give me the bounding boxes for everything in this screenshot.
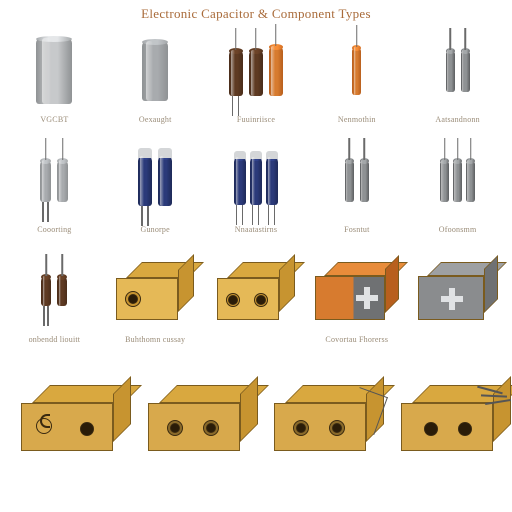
- component-cell: Buhthomn cussay: [107, 246, 204, 354]
- component-cell: VGCBT: [6, 26, 103, 134]
- component-label: Fosntut: [344, 226, 369, 244]
- box-cell: [133, 362, 254, 457]
- component-label: Oexaught: [139, 116, 172, 134]
- component-label: VGCBT: [40, 116, 68, 134]
- component-label: Fuuinriisce: [237, 116, 275, 134]
- component-label: Aatsandnonn: [435, 116, 479, 134]
- box-cell: [386, 362, 507, 457]
- component-cell: Nenmothin: [308, 26, 405, 134]
- component-cell: Gunorpe: [107, 136, 204, 244]
- component-label: Ofoonsmm: [439, 226, 477, 244]
- component-label: Gunorpe: [140, 226, 169, 244]
- component-cell: onbendd liouitt: [6, 246, 103, 354]
- box-row: [0, 354, 512, 457]
- component-label: Cooorting: [37, 226, 71, 244]
- component-cell: Aatsandnonn: [409, 26, 506, 134]
- component-cell: Oexaught: [107, 26, 204, 134]
- component-cell: Cooorting: [6, 136, 103, 244]
- component-cell: [409, 246, 506, 354]
- component-grid: VGCBT Oexaught Fuuinriisce Nenmothin Aatsand…: [0, 26, 512, 354]
- component-cell: Covortau Fhorerss: [308, 246, 405, 354]
- component-label: Covortau Fhorerss: [325, 336, 388, 354]
- page-title: Electronic Capacitor & Component Types: [0, 0, 512, 26]
- box-cell: [259, 362, 380, 457]
- component-cell: [208, 246, 305, 354]
- component-cell: Fosntut: [308, 136, 405, 244]
- component-label: Nnaatastirns: [235, 226, 277, 244]
- component-label: Nenmothin: [338, 116, 376, 134]
- component-cell: Fuuinriisce: [208, 26, 305, 134]
- component-label: Buhthomn cussay: [125, 336, 185, 354]
- component-cell: Nnaatastirns: [208, 136, 305, 244]
- box-cell: [6, 362, 127, 457]
- component-cell: Ofoonsmm: [409, 136, 506, 244]
- component-label: onbendd liouitt: [29, 336, 81, 354]
